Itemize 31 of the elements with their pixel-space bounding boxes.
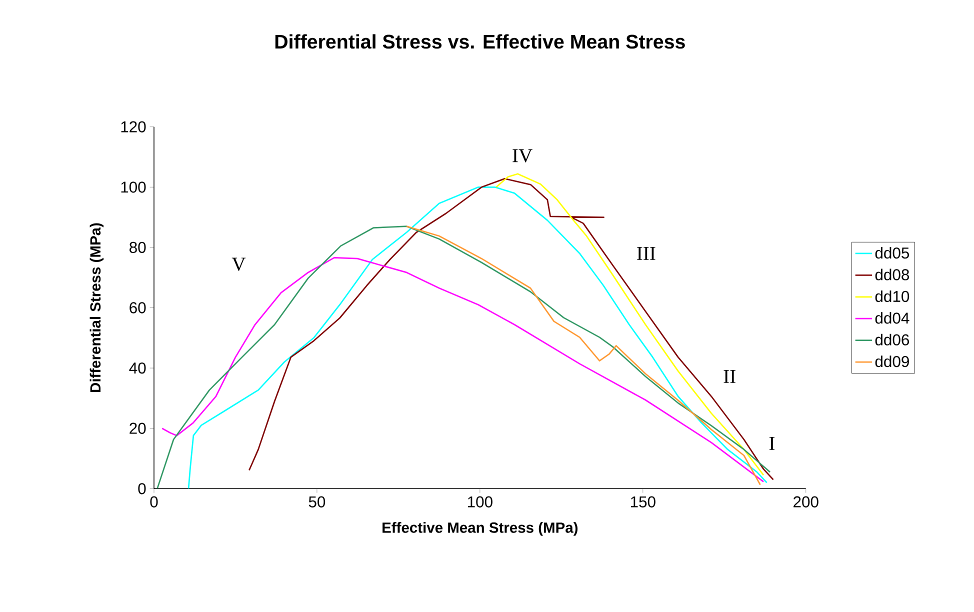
legend-label: dd05	[875, 247, 910, 259]
y-tick-label: 0	[138, 483, 146, 494]
line-series	[156, 226, 771, 489]
annotation: III	[637, 247, 656, 260]
legend-label: dd09	[875, 356, 909, 368]
y-tick-label: 120	[121, 121, 146, 133]
x-tick-label: 150	[630, 496, 656, 508]
annotation: II	[724, 370, 736, 384]
y-axis-title: Differential Stress (MPa)	[90, 223, 104, 392]
line-series	[248, 178, 774, 481]
legend-label: dd04	[875, 312, 910, 324]
x-tick-label: 200	[794, 496, 818, 508]
line-series	[406, 226, 761, 486]
x-axis-title: Effective Mean Stress (MPa)	[382, 522, 578, 536]
y-tick-label: 60	[130, 302, 146, 314]
x-tick-label: 50	[308, 496, 326, 508]
legend-label: dd06	[875, 334, 910, 346]
x-tick-label: 0	[150, 496, 158, 508]
line-series	[188, 186, 768, 489]
annotation: V	[232, 258, 246, 272]
line-series	[496, 173, 764, 476]
x-tick-label: 100	[468, 496, 492, 508]
legend-label: dd10	[875, 290, 910, 302]
legend-label: dd08	[875, 268, 910, 281]
y-tick-label: 20	[130, 423, 146, 434]
y-tick-label: 40	[129, 362, 146, 374]
y-tick-label: 80	[130, 242, 146, 254]
y-tick-label: 100	[121, 182, 146, 193]
annotation: I	[769, 437, 775, 450]
annotation: IV	[512, 149, 532, 163]
chart-title: Differential Stress vs. Effective Mean Stress	[275, 34, 685, 49]
